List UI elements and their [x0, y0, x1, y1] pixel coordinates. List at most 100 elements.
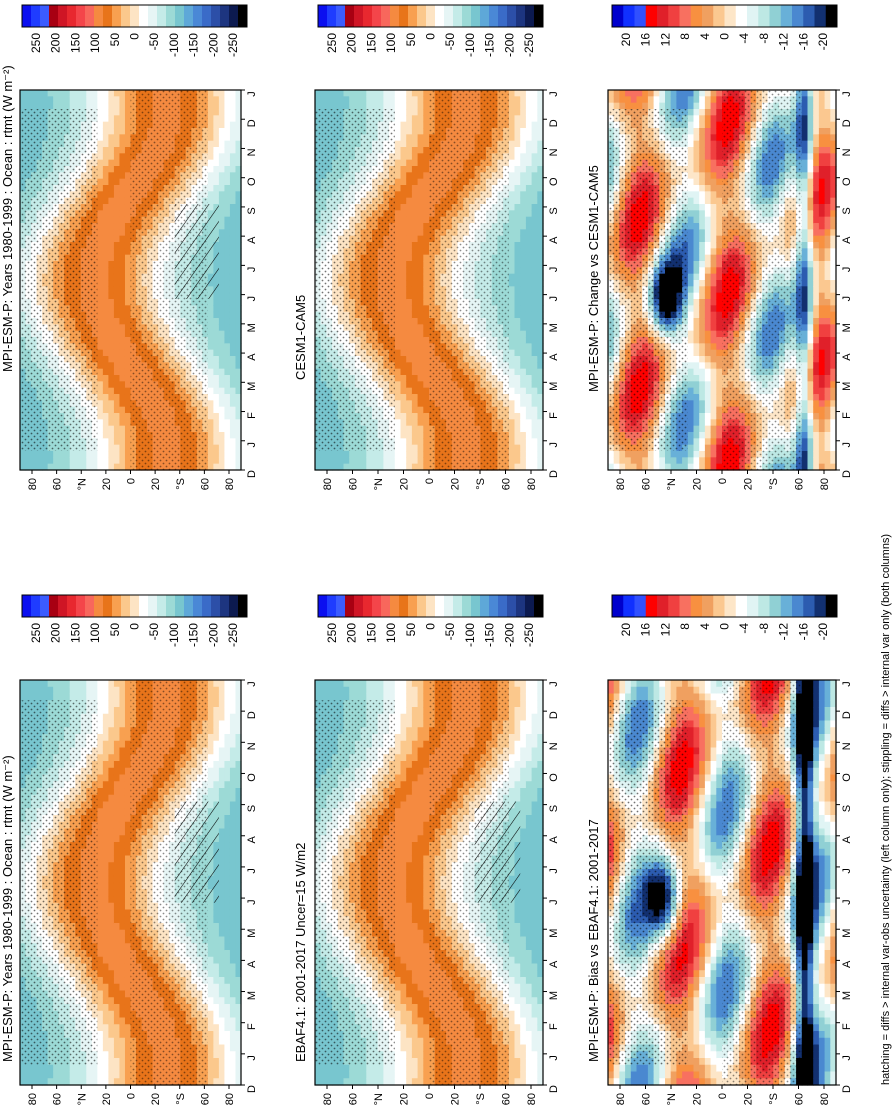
heatmap-cell [119, 387, 126, 395]
heatmap-cell [394, 191, 402, 199]
heatmap-cell [42, 102, 49, 110]
heatmap-cell [235, 387, 242, 395]
heatmap-cell [224, 318, 231, 325]
heatmap-cell [224, 153, 231, 161]
heatmap-cell [406, 90, 413, 97]
heatmap-cell [514, 229, 521, 237]
heatmap-cell [520, 330, 527, 338]
heatmap-cell [417, 463, 424, 471]
heatmap-cell [520, 292, 527, 300]
heatmap-cell [520, 286, 527, 294]
heatmap-cell [113, 197, 121, 205]
heatmap-cell [525, 267, 533, 275]
heatmap-cell [113, 210, 121, 218]
heatmap-cell [406, 159, 413, 167]
heatmap-cell [343, 102, 350, 110]
heatmap-cell [207, 172, 214, 180]
heatmap-cell [119, 311, 126, 319]
heatmap-cell [64, 457, 71, 465]
heatmap-cell [383, 96, 390, 104]
heatmap-cell [508, 254, 516, 262]
heatmap-cell [394, 305, 402, 313]
heatmap-cell [80, 90, 87, 97]
heatmap-cell [113, 343, 121, 351]
heatmap-cell [102, 286, 110, 294]
heatmap-cell [508, 343, 516, 351]
month-tick-label: M [548, 323, 560, 332]
heatmap-cell [102, 432, 110, 439]
lat-tick-label: °N [373, 478, 385, 490]
heatmap-cell [394, 140, 402, 148]
heatmap-cell [113, 349, 121, 357]
heatmap-cell [406, 267, 413, 275]
heatmap-cell [417, 185, 424, 192]
heatmap-cell [377, 463, 384, 471]
heatmap-cell [207, 368, 214, 376]
heatmap-cell [119, 172, 126, 180]
heatmap-cell [423, 223, 430, 230]
heatmap-cell [69, 451, 76, 458]
heatmap-cell [508, 286, 516, 294]
heatmap-cell [207, 406, 214, 414]
heatmap-cell [218, 153, 226, 161]
heatmap-cell [508, 362, 516, 370]
heatmap-cell [417, 280, 424, 287]
heatmap-cell [75, 457, 82, 465]
heatmap-cell [514, 394, 521, 401]
heatmap-cell [224, 204, 231, 211]
heatmap-cell [235, 147, 242, 154]
heatmap-cell [229, 197, 237, 205]
heatmap-cell [91, 90, 98, 97]
heatmap-cell [514, 216, 521, 224]
heatmap-cell [372, 457, 379, 465]
heatmap-cell [411, 134, 419, 142]
heatmap-cell [235, 115, 242, 123]
heatmap-cell [224, 134, 231, 142]
lat-tick-label: 20 [101, 478, 113, 490]
heatmap-cell [525, 191, 533, 199]
heatmap-cell [102, 254, 110, 262]
heatmap-cell [229, 204, 237, 211]
heatmap-cell [423, 394, 430, 401]
heatmap-cell [400, 444, 407, 452]
heatmap-cell [608, 90, 615, 97]
heatmap-cell [417, 305, 424, 313]
heatmap-cell [537, 375, 544, 382]
heatmap-cell [119, 128, 126, 135]
heatmap-cell [97, 387, 104, 395]
heatmap-cell [411, 432, 419, 439]
heatmap-cell [417, 102, 424, 110]
heatmap-cell [508, 229, 516, 237]
heatmap-cell [229, 280, 237, 287]
month-tick-label: M [246, 323, 258, 332]
heatmap-cell [423, 134, 430, 142]
heatmap-cell [235, 109, 242, 116]
heatmap-cell [224, 400, 231, 408]
heatmap-cell [124, 444, 132, 452]
heatmap-cell [213, 299, 220, 306]
heatmap-cell [119, 166, 126, 173]
heatmap-cell [531, 223, 538, 230]
heatmap-cell [218, 102, 226, 110]
heatmap-cell [315, 90, 322, 97]
colorbar-swatch [175, 5, 185, 27]
heatmap-cell [508, 178, 516, 186]
heatmap-cell [69, 457, 76, 465]
heatmap-cell [235, 292, 242, 300]
heatmap-cell [537, 330, 544, 338]
heatmap-cell [411, 451, 419, 458]
heatmap-cell [400, 172, 407, 180]
heatmap-cell [235, 381, 242, 389]
heatmap-cell [537, 381, 544, 389]
heatmap-cell [119, 96, 126, 104]
heatmap-cell [400, 197, 407, 205]
heatmap-cell [520, 90, 527, 97]
heatmap-cell [102, 330, 110, 338]
heatmap-cell [406, 134, 413, 142]
heatmap-cell [531, 185, 538, 192]
heatmap-cell [235, 286, 242, 294]
heatmap-cell [119, 153, 126, 161]
heatmap-cell [531, 115, 538, 123]
heatmap-cell [411, 368, 419, 376]
heatmap-cell [124, 400, 132, 408]
